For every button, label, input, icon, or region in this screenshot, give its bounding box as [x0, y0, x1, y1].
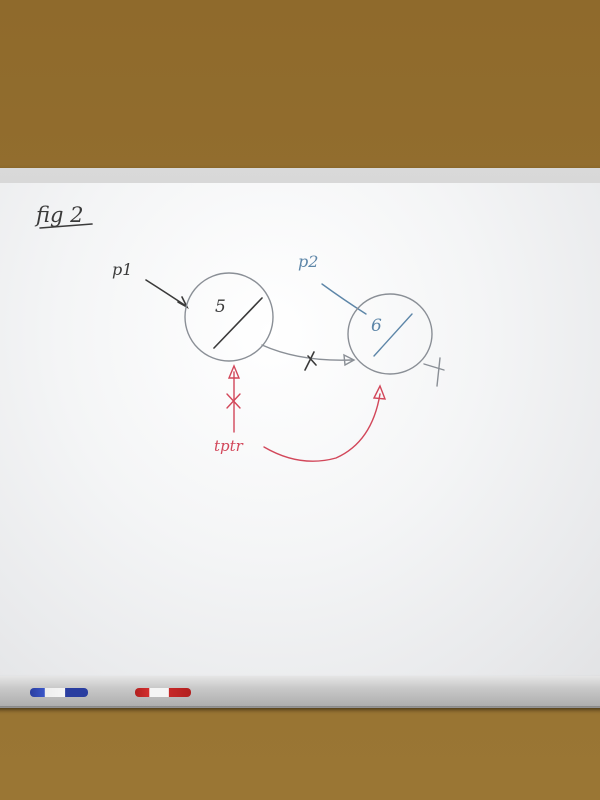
blue-marker [30, 688, 88, 697]
red-marker [135, 688, 191, 697]
tptr-new-arrowhead [372, 384, 387, 400]
next-link-cross-mark [304, 351, 317, 371]
figure-label: fig 2 [34, 203, 84, 227]
pointer-p1-label: p1 [112, 260, 132, 279]
node-2-divider [373, 313, 413, 357]
marker-tray [0, 676, 600, 706]
pointer-p2-arrow [321, 283, 367, 315]
pointer-p2-label: p2 [298, 252, 318, 271]
node-2-circle [347, 293, 433, 375]
tptr-old-arrowhead [227, 364, 241, 379]
next-link-arrow [261, 344, 353, 361]
pointer-p1-arrow [145, 279, 187, 307]
tptr-old-cross-mark [226, 393, 241, 409]
next-link-arrowhead [343, 353, 356, 367]
node-1-circle [184, 272, 274, 362]
null-terminator-line [423, 363, 445, 371]
node-2-value: 6 [371, 316, 382, 336]
tptr-new-arrow [263, 393, 381, 462]
tptr-label: tptr [214, 437, 244, 455]
figure-label-underline [39, 223, 93, 229]
node-1-value: 5 [215, 297, 226, 317]
node-1-divider [213, 297, 263, 349]
pointer-p1-arrowhead [177, 296, 189, 309]
null-terminator-bar [436, 357, 441, 387]
whiteboard-surface [0, 183, 600, 681]
